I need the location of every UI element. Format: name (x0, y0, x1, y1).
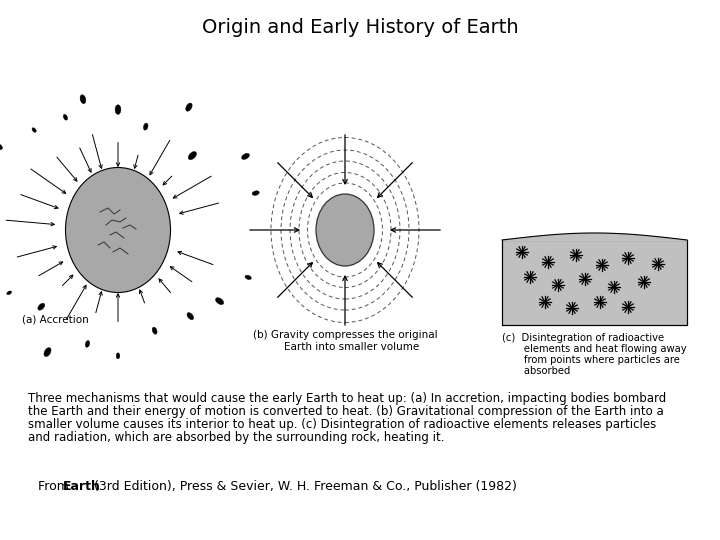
Text: elements and heat flowing away: elements and heat flowing away (502, 344, 687, 354)
Ellipse shape (245, 275, 251, 280)
Ellipse shape (186, 103, 192, 111)
Ellipse shape (152, 327, 157, 334)
Bar (502, 240, 687, 325)
Text: From: From (38, 480, 73, 493)
Text: (a) Accretion: (a) Accretion (22, 315, 89, 325)
Ellipse shape (215, 298, 224, 305)
Ellipse shape (44, 348, 51, 356)
Text: from points where particles are: from points where particles are (502, 355, 680, 365)
Ellipse shape (187, 313, 194, 320)
Text: (3rd Edition), Press & Sevier, W. H. Freeman & Co., Publisher (1982): (3rd Edition), Press & Sevier, W. H. Fre… (90, 480, 517, 493)
Text: the Earth and their energy of motion is converted to heat. (b) Gravitational com: the Earth and their energy of motion is … (28, 405, 664, 418)
Text: absorbed: absorbed (502, 366, 570, 376)
Text: and radiation, which are absorbed by the surrounding rock, heating it.: and radiation, which are absorbed by the… (28, 431, 444, 444)
Ellipse shape (66, 167, 171, 293)
Ellipse shape (38, 303, 45, 310)
Text: Earth: Earth (63, 480, 101, 493)
Ellipse shape (6, 291, 12, 295)
Text: (c)  Disintegration of radioactive: (c) Disintegration of radioactive (502, 333, 664, 343)
Text: Origin and Early History of Earth: Origin and Early History of Earth (202, 18, 518, 37)
Ellipse shape (316, 194, 374, 266)
Ellipse shape (80, 94, 86, 104)
Ellipse shape (116, 353, 120, 359)
Text: Earth into smaller volume: Earth into smaller volume (271, 342, 419, 352)
Ellipse shape (143, 123, 148, 130)
Text: Three mechanisms that would cause the early Earth to heat up: (a) In accretion, : Three mechanisms that would cause the ea… (28, 392, 666, 405)
Ellipse shape (63, 114, 68, 120)
Ellipse shape (115, 105, 121, 114)
Ellipse shape (85, 341, 90, 347)
Text: (b) Gravity compresses the original: (b) Gravity compresses the original (253, 330, 437, 340)
Ellipse shape (242, 153, 249, 159)
Ellipse shape (0, 144, 2, 150)
Ellipse shape (32, 128, 36, 132)
Ellipse shape (189, 152, 197, 160)
Ellipse shape (252, 191, 259, 195)
Text: smaller volume causes its interior to heat up. (c) Disintegration of radioactive: smaller volume causes its interior to he… (28, 418, 656, 431)
